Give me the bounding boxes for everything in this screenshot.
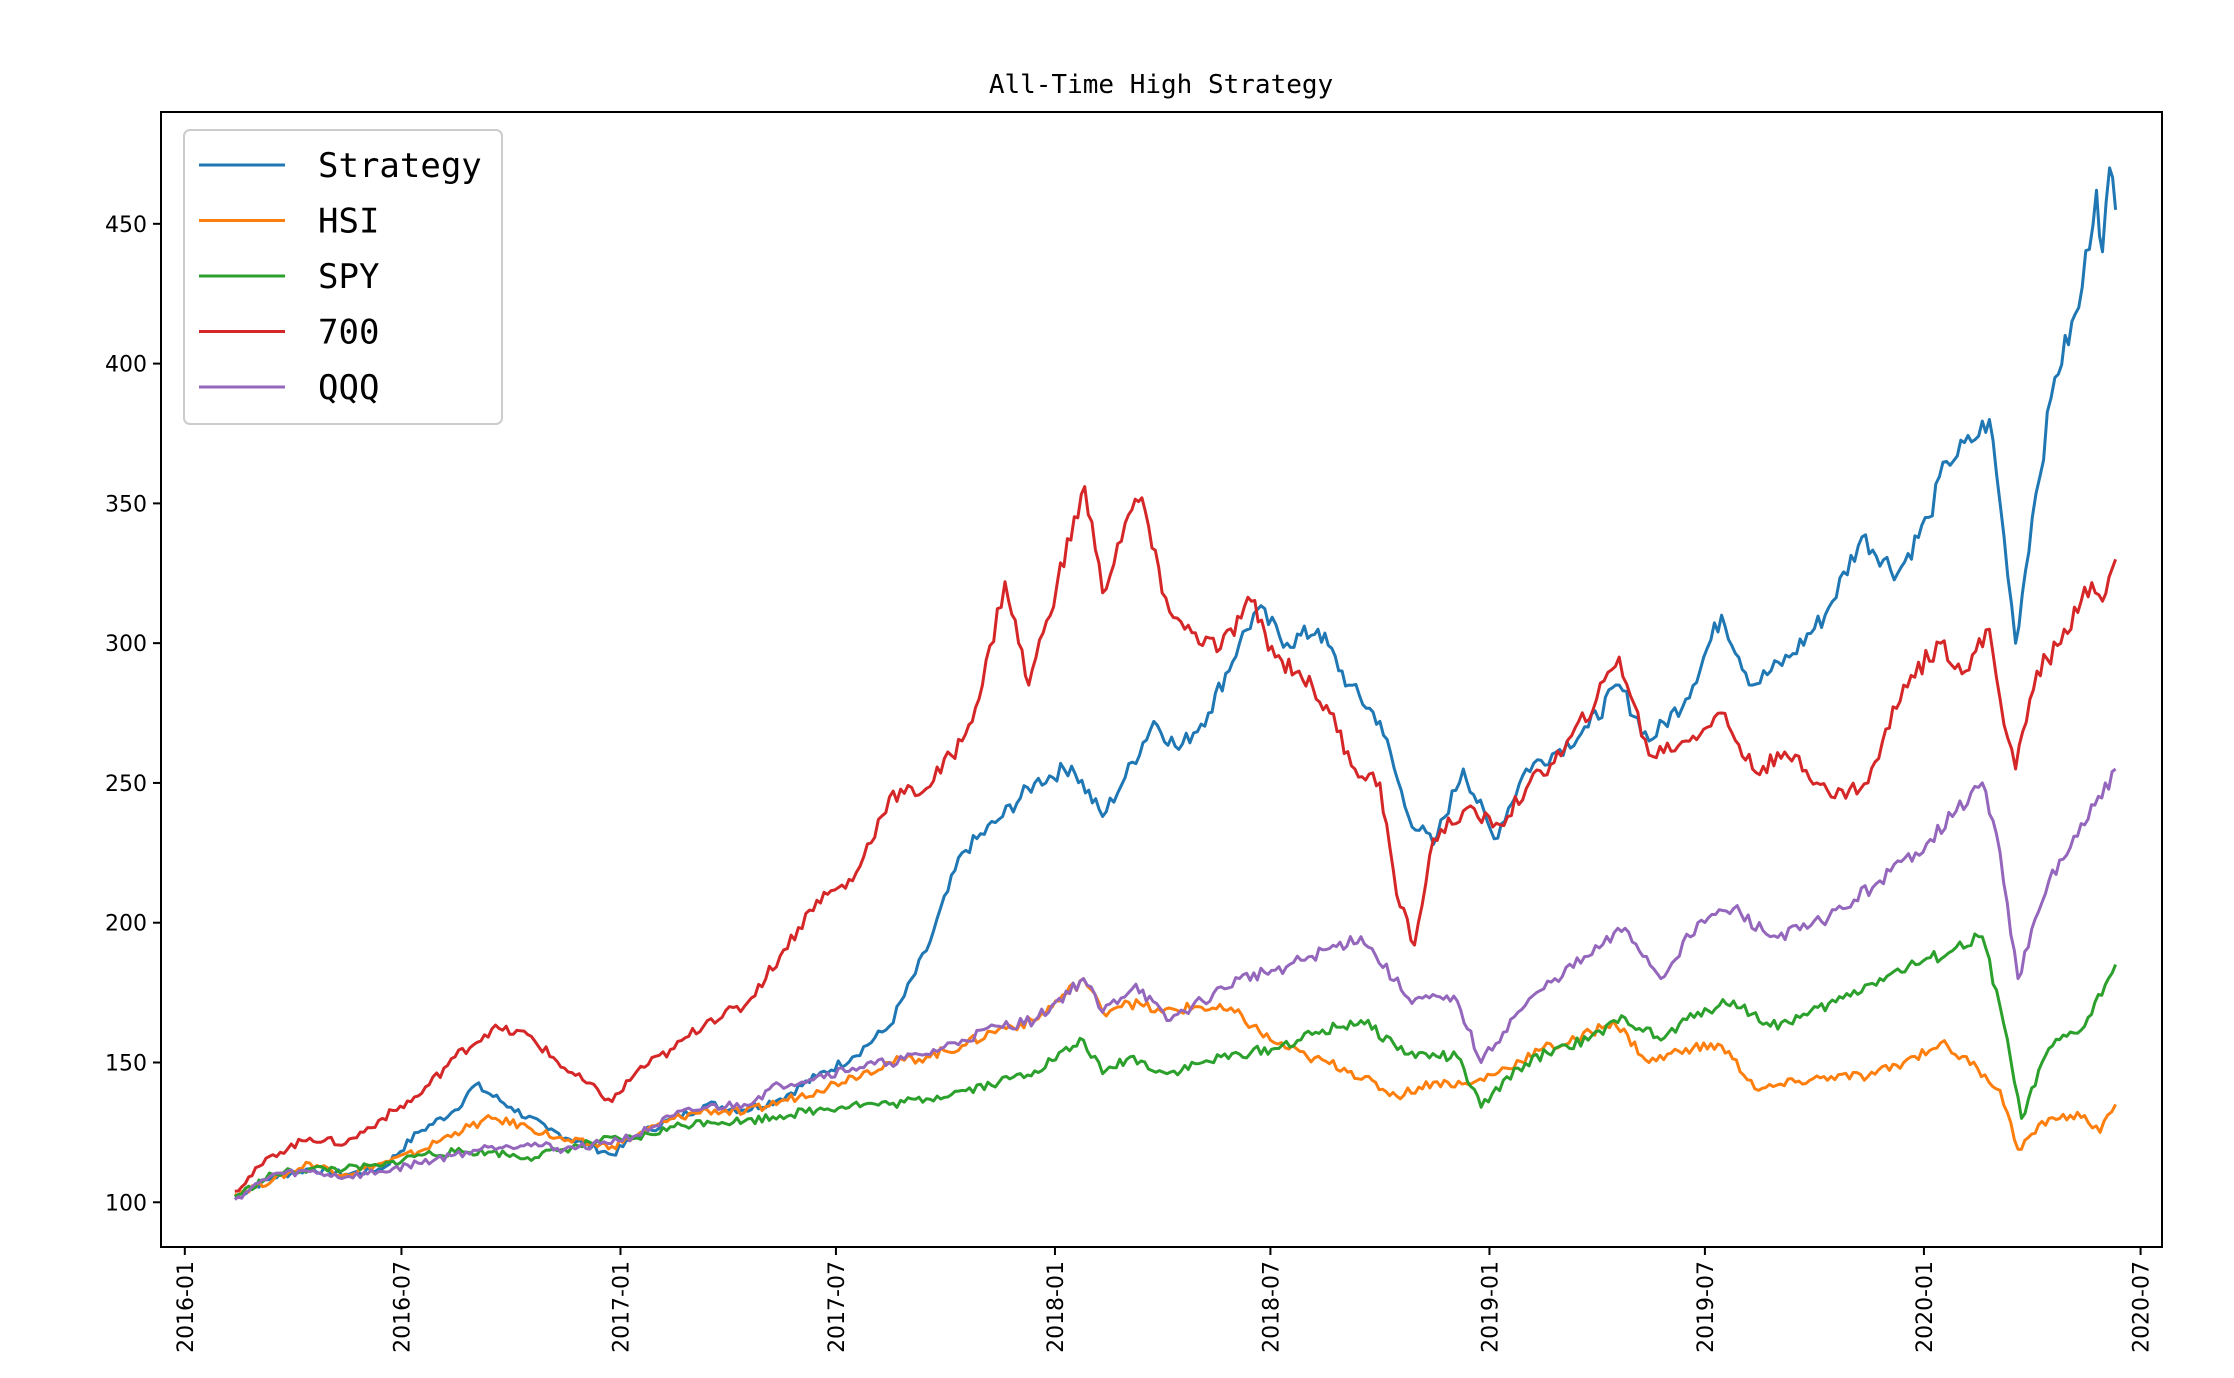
legend-label: Strategy — [318, 146, 482, 186]
chart-title: All-Time High Strategy — [989, 70, 1333, 100]
x-tick-label: 2019-01 — [1478, 1261, 1503, 1353]
series-line-strategy — [234, 166, 2118, 1199]
series-line-hsi — [234, 977, 2117, 1198]
x-tick-label: 2018-01 — [1044, 1261, 1069, 1353]
x-tick-label: 2017-01 — [609, 1261, 634, 1353]
series-line-qqq — [233, 767, 2117, 1201]
legend: Strategy HSI SPY 700 QQQ — [183, 129, 503, 425]
x-tick-label: 2016-07 — [390, 1261, 415, 1353]
plot-frame — [160, 111, 2163, 1248]
y-tick-label: 350 — [105, 492, 147, 517]
y-tick-label: 250 — [105, 772, 147, 797]
y-tick-label: 200 — [105, 912, 147, 937]
x-tick-label: 2016-01 — [174, 1261, 199, 1353]
x-tick-label: 2017-07 — [825, 1261, 850, 1353]
y-tick-label: 300 — [105, 632, 147, 657]
y-tick-label: 450 — [105, 213, 147, 238]
y-tick-label: 150 — [105, 1051, 147, 1076]
plot-area: 100 150 200 250 300 350 400 450 2016-01 2016-07 20… — [105, 111, 2163, 1353]
y-tick-label: 400 — [105, 353, 147, 378]
x-tick-label: 2019-07 — [1694, 1261, 1719, 1353]
series-line-spy — [234, 932, 2117, 1198]
legend-box — [183, 129, 503, 425]
x-tick-label: 2020-01 — [1913, 1261, 1938, 1353]
x-tick-label: 2018-07 — [1259, 1261, 1284, 1353]
legend-label: 700 — [318, 313, 379, 353]
series-line-700 — [234, 485, 2118, 1193]
legend-label: QQQ — [318, 368, 379, 408]
x-tick-label: 2020-07 — [2130, 1261, 2155, 1353]
legend-label: SPY — [318, 257, 379, 297]
legend-label: HSI — [318, 202, 379, 242]
y-tick-label: 100 — [105, 1191, 147, 1216]
